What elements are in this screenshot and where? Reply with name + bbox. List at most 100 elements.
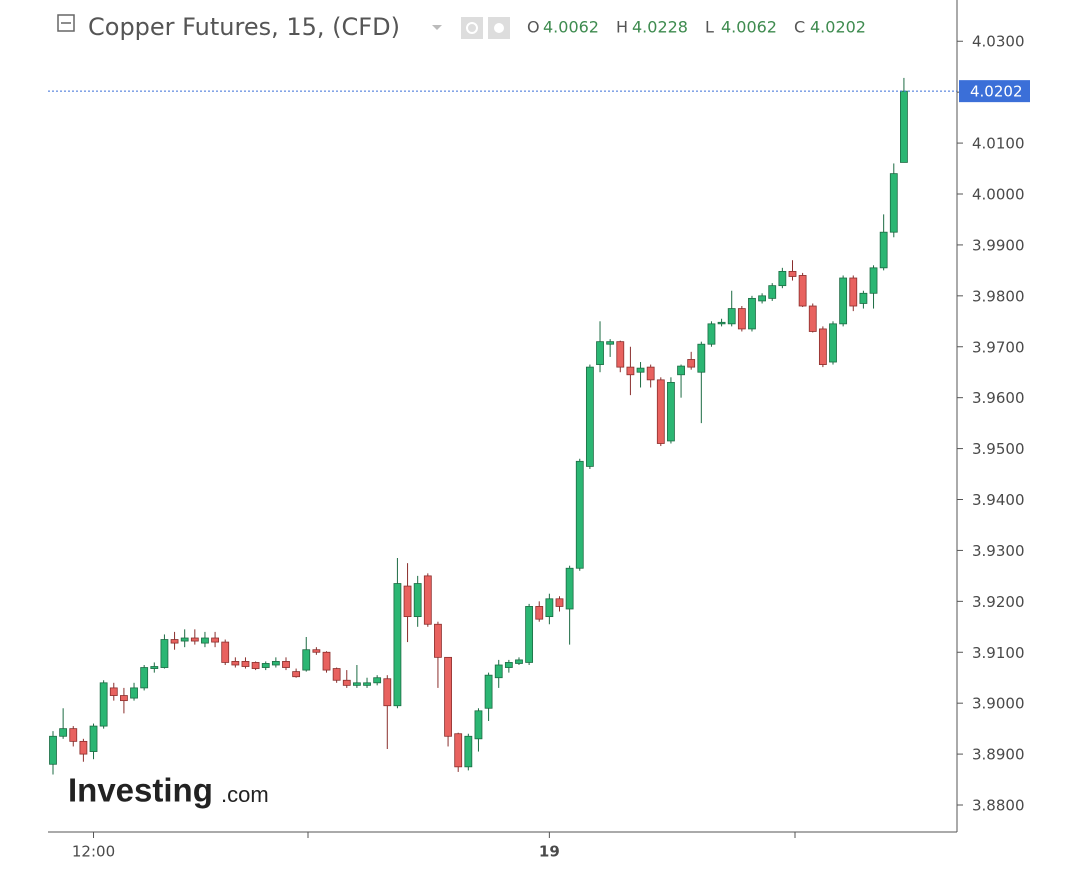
candle-body [484,674,493,709]
candle-body [59,728,68,737]
candle-body [737,308,746,330]
candle-body [545,598,554,618]
candle-body [69,728,78,742]
candle-body [889,173,898,233]
candle-body [667,381,675,442]
candle-body [221,641,230,663]
candle-body [170,639,179,644]
candle-body [302,649,311,671]
candle-body [829,323,837,363]
candle-body [322,651,331,671]
candle-body [271,661,280,666]
header: Copper Futures, 15, (CFD) O 4.0062 H 4.0228… [57,13,866,41]
candle-body [474,710,483,740]
candle-body [636,367,645,373]
candle-body [616,341,625,368]
candle-body [312,649,321,653]
candle-body [342,679,351,686]
candle-body [515,659,523,664]
candle-body [646,366,655,381]
candle-body [717,321,726,325]
candle-body [282,661,290,668]
candle-body [251,662,260,669]
candle-body [454,733,463,768]
candle-body [525,606,534,663]
candle-body [261,663,270,668]
candle-body [413,583,422,618]
price-label-box [959,80,1030,103]
eye-icon-mark [466,22,478,34]
collapse-icon[interactable] [57,14,75,32]
watermark-brand: Investing [68,772,213,809]
candle-body [373,677,382,684]
candle-body [150,666,159,669]
y-tick-label: 3.9200 [972,593,1025,611]
candle-body [383,678,392,707]
y-tick-label: 3.9400 [972,491,1025,509]
candle-body [677,365,685,376]
candle-body [190,637,199,642]
y-tick-label: 3.8800 [972,797,1025,815]
candle-body [423,575,432,625]
candle-body [444,656,452,737]
candle-body [49,735,57,765]
y-tick-label: 3.9700 [972,338,1025,356]
candle-body [555,598,564,607]
ohlc-label: O [527,18,540,37]
candle-body [707,323,716,345]
watermark-suffix: .com [221,782,269,807]
ohlc-value: 4.0228 [632,18,688,37]
chart-title: Copper Futures, 15, (CFD) [88,13,400,41]
candle-body [849,277,858,307]
ohlc-label: L [705,18,714,37]
candle-body [565,567,574,610]
candle-body [393,583,402,707]
candle-body [758,295,766,302]
y-tick-label: 3.9100 [972,644,1025,662]
candle-body [403,585,412,618]
candle-body [697,343,706,373]
y-tick-label: 4.0100 [972,135,1025,153]
candle-body [130,687,138,699]
candle-body [778,270,787,287]
candle-body [869,267,878,294]
candle-body [201,637,209,644]
candle-body [109,687,118,696]
candle-body [596,341,604,365]
candle-body [575,460,584,569]
settings-icon-mark [494,23,504,33]
candle-body [292,671,301,678]
candle-body [798,275,807,307]
candle-body [656,379,665,444]
dropdown-caret[interactable] [432,25,442,30]
candle-body [535,606,544,620]
candle-body [606,341,615,345]
ohlc-value: 4.0062 [721,18,777,37]
candle-body [879,231,888,269]
y-tick-label: 3.9000 [972,695,1025,713]
candle-body [160,639,169,668]
y-tick-label: 3.9300 [972,542,1025,560]
y-tick-label: 3.9900 [972,236,1025,254]
ohlc-label: H [616,18,628,37]
candle-body [120,695,128,702]
y-tick-label: 3.9500 [972,440,1025,458]
candle-body [818,328,827,365]
eye-icon[interactable] [461,17,483,39]
candle-body [626,366,635,376]
candle-body [859,292,868,304]
candle-body [332,668,341,681]
candle-body [352,682,361,686]
candle-body [727,308,736,325]
y-tick-label: 4.0300 [972,33,1025,51]
candle-body [180,637,189,642]
y-tick-label: 3.9600 [972,389,1025,407]
candle-body [900,90,908,163]
candle-body [768,285,777,299]
ohlc-value: 4.0202 [810,18,866,37]
candle-body [140,667,149,689]
candle-body [211,637,219,643]
x-tick-label: 19 [539,843,560,861]
candle-body [89,725,98,752]
